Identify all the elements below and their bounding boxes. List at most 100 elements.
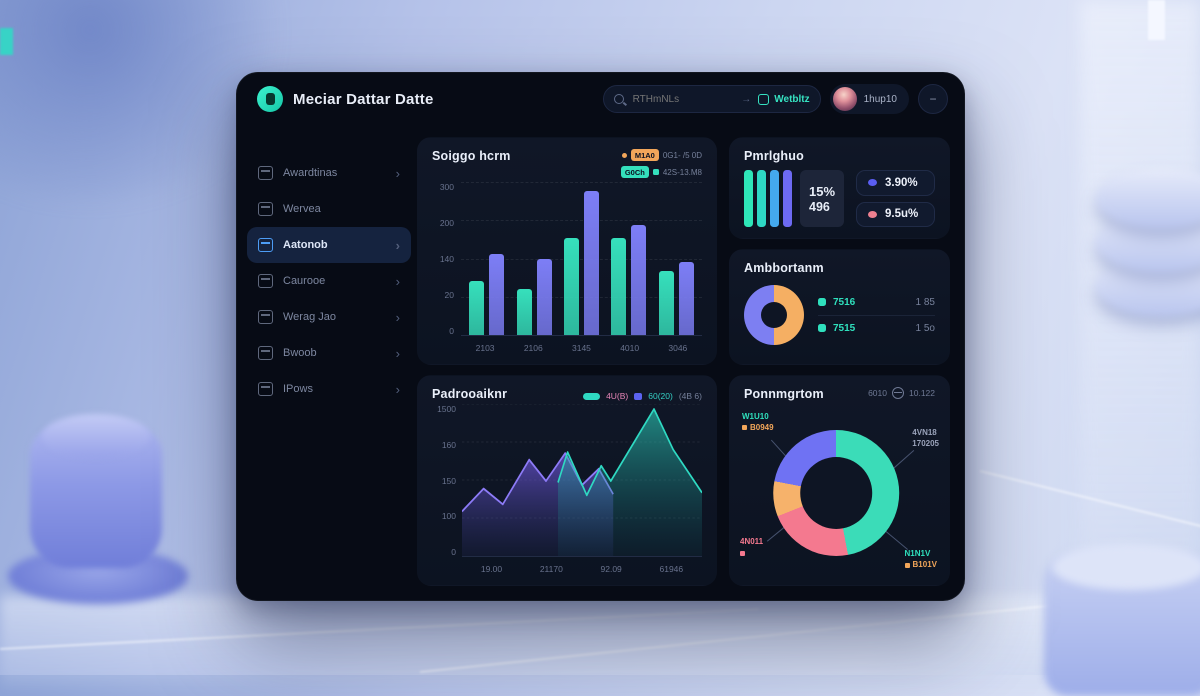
teal-series-swatch bbox=[583, 392, 601, 400]
globe-icon bbox=[892, 387, 904, 399]
stats-percent: 15% bbox=[809, 183, 836, 199]
line-y-axis: 1500 160 150 100 0 bbox=[432, 404, 456, 574]
bar-chart-legend: M1A0 0G1- /5 0D G0Ch 42S-13.M8 bbox=[620, 149, 702, 178]
search-bar[interactable]: → Wetbltz bbox=[602, 85, 821, 113]
bar-x-axis: 2103 2106 3145 4010 3046 bbox=[461, 336, 702, 353]
line-series-purple bbox=[462, 452, 614, 513]
bar-card-header: Soiggo hcrm M1A0 0G1- /5 0D G0Ch 42S-13.M8 bbox=[432, 149, 702, 178]
search-action-button[interactable]: Wetbltz bbox=[758, 93, 810, 105]
line-series-teal bbox=[557, 408, 702, 497]
x-tick-label: 2106 bbox=[523, 343, 543, 353]
donut-small-chart bbox=[744, 285, 804, 345]
line-x-axis: 19.00 21170 92.09 61946 bbox=[462, 557, 702, 574]
donut-legend-row: 7516 1 85 bbox=[818, 290, 935, 315]
callout-top-left: W1U10 B0949 bbox=[742, 412, 774, 434]
mini-bar bbox=[783, 170, 792, 227]
y-tick-label: 0 bbox=[449, 326, 454, 336]
sidebar-item-profile[interactable]: IPows › bbox=[247, 371, 411, 407]
x-tick-label: 3145 bbox=[572, 343, 591, 353]
callout-bottom-right: N1N1V B101V bbox=[904, 549, 937, 571]
gridline bbox=[461, 296, 702, 298]
sidebar-item-documents[interactable]: Caurooe › bbox=[247, 263, 411, 299]
logo-icon bbox=[265, 93, 275, 105]
background-white-bar bbox=[1148, 0, 1165, 40]
bar-teal bbox=[469, 281, 485, 335]
bar-group bbox=[469, 182, 505, 335]
teal-dot bbox=[818, 298, 826, 306]
bar-teal bbox=[611, 238, 627, 335]
donut-legend-label: 7515 bbox=[833, 322, 856, 334]
orange-swatch bbox=[742, 425, 747, 431]
background-knob-top bbox=[42, 414, 150, 458]
bar-purple bbox=[536, 258, 552, 335]
collapse-button[interactable]: − bbox=[918, 84, 948, 114]
line-chart-card: Padrooaiknr 4U(B) 60(20) (4B 6) 1500 160 1… bbox=[417, 375, 717, 586]
stats-row: 15% 496 3.90% 9.5u% bbox=[744, 170, 935, 227]
donut-large-chart bbox=[772, 430, 899, 556]
x-tick-label: 19.00 bbox=[480, 564, 503, 574]
sidebar: Awardtinas › Wervea Aatonob › Caurooe › Werag J… bbox=[247, 129, 411, 586]
app-logo[interactable] bbox=[257, 86, 283, 112]
y-tick-label: 1500 bbox=[437, 404, 456, 414]
stats-value-box: 15% 496 bbox=[800, 170, 845, 227]
y-tick-label: 0 bbox=[451, 547, 456, 557]
search-icon bbox=[613, 94, 624, 104]
right-column: Pmrlghuo 15% 496 3.90% 9.5u% Ambbortanm bbox=[729, 137, 950, 365]
background-knob-base bbox=[8, 548, 188, 604]
donut-legend-value: 1 85 bbox=[915, 296, 935, 308]
stats-number: 496 bbox=[809, 199, 830, 214]
background-line bbox=[419, 589, 1196, 673]
pink-swatch bbox=[740, 550, 745, 556]
search-action-label: Wetbltz bbox=[774, 93, 810, 105]
donut-small-legend: 7516 1 85 7515 1 5o bbox=[818, 290, 935, 341]
donut-small-title: Ambbortanm bbox=[744, 261, 824, 275]
mini-bar bbox=[757, 170, 766, 227]
sidebar-item-label: Bwoob bbox=[283, 347, 317, 359]
legend-badge: M1A0 bbox=[630, 149, 659, 161]
mini-bar bbox=[770, 170, 779, 227]
bar-groups bbox=[461, 182, 702, 335]
x-tick-label: 92.09 bbox=[600, 564, 622, 574]
search-input[interactable] bbox=[630, 92, 735, 106]
user-menu[interactable]: 1hup10 bbox=[829, 84, 909, 114]
background-teal-chip bbox=[0, 28, 13, 55]
sidebar-item-orders[interactable]: Wervea bbox=[247, 191, 411, 227]
bar-purple bbox=[489, 254, 505, 335]
sidebar-item-label: Wervea bbox=[283, 203, 321, 215]
x-tick-label: 2103 bbox=[475, 343, 495, 353]
blue-series-swatch bbox=[634, 392, 643, 400]
bar-teal bbox=[658, 270, 674, 335]
donut-small-row: 7516 1 85 7515 1 5o bbox=[744, 277, 935, 353]
line-chart: 1500 160 150 100 0 bbox=[432, 404, 702, 574]
background-ring bbox=[1096, 212, 1200, 272]
y-tick-label: 20 bbox=[444, 290, 454, 300]
bar-y-axis: 300 200 140 20 0 bbox=[432, 182, 454, 353]
sidebar-item-reports[interactable]: Aatonob › bbox=[247, 227, 411, 263]
donut-small-card: Ambbortanm 7516 1 85 7515 1 5o bbox=[729, 249, 950, 365]
sidebar-item-dashboard[interactable]: Awardtinas › bbox=[247, 155, 411, 191]
donut-legend-row: 7515 1 5o bbox=[818, 314, 935, 341]
metric-pill: 3.90% bbox=[856, 170, 935, 196]
arrow-right-icon: → bbox=[741, 93, 752, 105]
chevron-right-icon: › bbox=[395, 309, 400, 325]
user-icon bbox=[258, 382, 273, 396]
sidebar-item-layers[interactable]: Bwoob › bbox=[247, 335, 411, 371]
donut-large-title: Ponnmgrtom bbox=[744, 387, 824, 401]
callout-sub: B101V bbox=[912, 560, 937, 570]
y-tick-label: 160 bbox=[441, 439, 456, 450]
legend-text: 0G1- /5 0D bbox=[662, 150, 702, 160]
bar-teal bbox=[563, 238, 579, 335]
bar-group bbox=[563, 182, 599, 335]
monitor-icon bbox=[258, 166, 273, 180]
card-icon bbox=[258, 202, 273, 216]
mini-bars bbox=[744, 170, 792, 227]
legend-text: 42S-13.M8 bbox=[662, 167, 702, 177]
bar-card-title: Soiggo hcrm bbox=[432, 149, 511, 163]
sidebar-item-label: Caurooe bbox=[283, 275, 326, 287]
x-tick-label: 3046 bbox=[668, 343, 688, 353]
username: 1hup10 bbox=[863, 93, 897, 105]
bar-purple bbox=[583, 191, 599, 335]
background-cylinder-top bbox=[1052, 544, 1200, 590]
sidebar-item-calendar[interactable]: Werag Jao › bbox=[247, 299, 411, 335]
y-tick-label: 150 bbox=[441, 475, 456, 486]
